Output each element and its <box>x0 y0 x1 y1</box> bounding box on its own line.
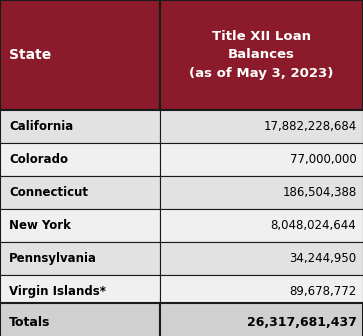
FancyBboxPatch shape <box>160 176 363 209</box>
Text: Title XII Loan
Balances
(as of May 3, 2023): Title XII Loan Balances (as of May 3, 20… <box>189 31 334 80</box>
FancyBboxPatch shape <box>160 0 363 110</box>
Text: 8,048,024,644: 8,048,024,644 <box>271 219 356 232</box>
Text: Virgin Islands*: Virgin Islands* <box>9 285 106 298</box>
FancyBboxPatch shape <box>0 176 160 209</box>
Text: 26,317,681,437: 26,317,681,437 <box>246 316 356 329</box>
Text: New York: New York <box>9 219 71 232</box>
Text: 17,882,228,684: 17,882,228,684 <box>263 120 356 133</box>
Text: Totals: Totals <box>9 316 50 329</box>
Text: Connecticut: Connecticut <box>9 186 88 199</box>
FancyBboxPatch shape <box>0 143 160 176</box>
Text: State: State <box>9 48 51 62</box>
Text: California: California <box>9 120 73 133</box>
FancyBboxPatch shape <box>160 110 363 143</box>
Text: 34,244,950: 34,244,950 <box>289 252 356 265</box>
Text: Colorado: Colorado <box>9 153 68 166</box>
FancyBboxPatch shape <box>160 242 363 275</box>
Text: 77,000,000: 77,000,000 <box>290 153 356 166</box>
FancyBboxPatch shape <box>0 209 160 242</box>
FancyBboxPatch shape <box>160 209 363 242</box>
FancyBboxPatch shape <box>160 275 363 308</box>
FancyBboxPatch shape <box>160 143 363 176</box>
Text: 186,504,388: 186,504,388 <box>282 186 356 199</box>
FancyBboxPatch shape <box>0 275 160 308</box>
FancyBboxPatch shape <box>0 242 160 275</box>
FancyBboxPatch shape <box>160 303 363 336</box>
FancyBboxPatch shape <box>0 0 160 110</box>
FancyBboxPatch shape <box>0 110 160 143</box>
Text: 89,678,772: 89,678,772 <box>289 285 356 298</box>
FancyBboxPatch shape <box>0 303 160 336</box>
Text: Pennsylvania: Pennsylvania <box>9 252 97 265</box>
